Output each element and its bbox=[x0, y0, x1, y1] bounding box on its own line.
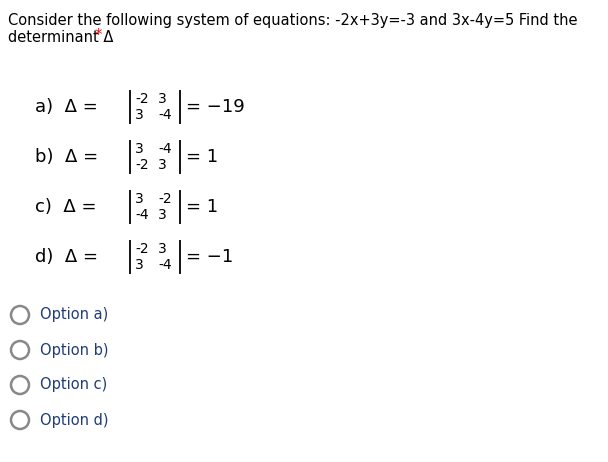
Text: -4: -4 bbox=[158, 108, 171, 122]
Text: -2: -2 bbox=[158, 192, 171, 206]
Text: c)  Δ =: c) Δ = bbox=[35, 198, 97, 216]
Text: 3: 3 bbox=[135, 192, 143, 206]
Text: = −1: = −1 bbox=[186, 248, 233, 266]
Text: -4: -4 bbox=[135, 208, 148, 222]
Text: 3: 3 bbox=[158, 158, 167, 172]
Text: Consider the following system of equations: -2x+3y=-3 and 3x-4y=5 Find the: Consider the following system of equatio… bbox=[8, 13, 578, 28]
Text: 3: 3 bbox=[158, 242, 167, 256]
Text: Option c): Option c) bbox=[40, 377, 107, 393]
Text: -4: -4 bbox=[158, 258, 171, 272]
Text: d)  Δ =: d) Δ = bbox=[35, 248, 98, 266]
Text: -2: -2 bbox=[135, 158, 148, 172]
Text: = 1: = 1 bbox=[186, 148, 218, 166]
Text: 3: 3 bbox=[158, 208, 167, 222]
Text: 3: 3 bbox=[135, 108, 143, 122]
Text: = −19: = −19 bbox=[186, 98, 245, 116]
Text: 3: 3 bbox=[135, 258, 143, 272]
Text: = 1: = 1 bbox=[186, 198, 218, 216]
Text: Option b): Option b) bbox=[40, 342, 108, 358]
Text: b)  Δ =: b) Δ = bbox=[35, 148, 98, 166]
Text: *: * bbox=[95, 28, 102, 43]
Text: 3: 3 bbox=[135, 142, 143, 156]
Text: Option a): Option a) bbox=[40, 308, 108, 322]
Text: -2: -2 bbox=[135, 92, 148, 106]
Text: Option d): Option d) bbox=[40, 413, 108, 427]
Text: 3: 3 bbox=[158, 92, 167, 106]
Text: -2: -2 bbox=[135, 242, 148, 256]
Text: a)  Δ =: a) Δ = bbox=[35, 98, 98, 116]
Text: -4: -4 bbox=[158, 142, 171, 156]
Text: determinant Δ: determinant Δ bbox=[8, 30, 118, 45]
